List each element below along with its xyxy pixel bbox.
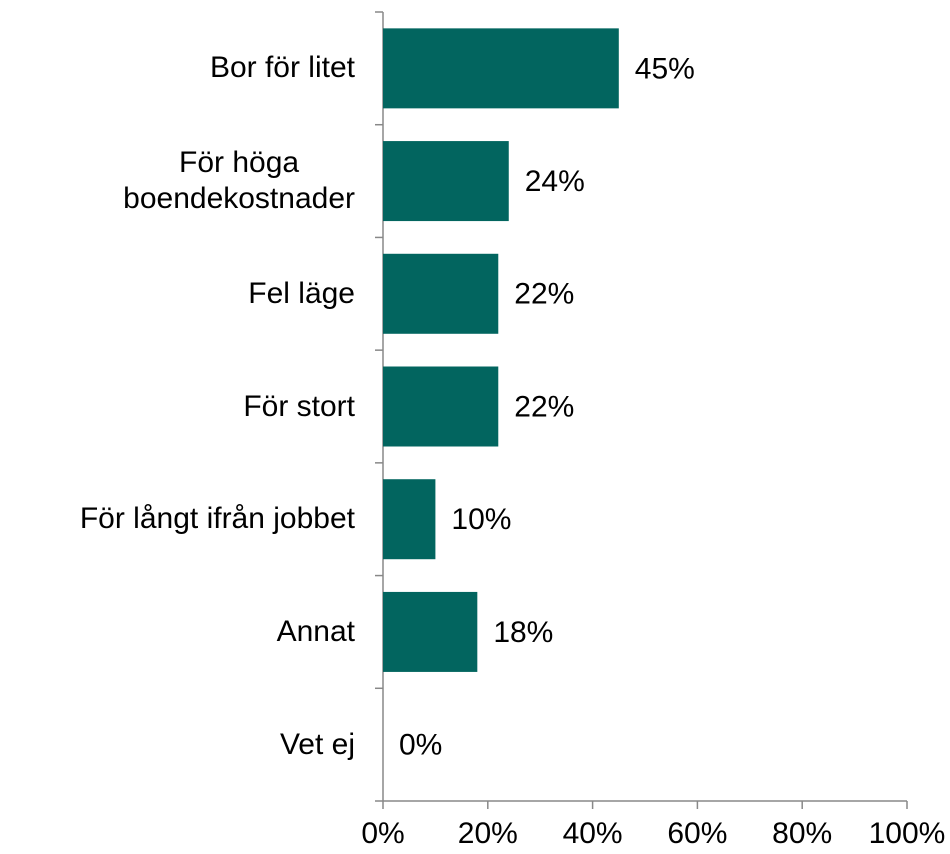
- category-label-box: Annat: [277, 582, 355, 682]
- y-tick-label: Annat: [276, 614, 355, 648]
- category-label-box: För stort: [243, 357, 355, 457]
- y-tick-label: Bor för litet: [209, 51, 355, 85]
- x-tick-label: 60%: [667, 817, 727, 850]
- bar: [383, 28, 619, 109]
- category-label-box: För höga boendekostnader: [123, 131, 355, 231]
- category-label-box: Vet ej: [280, 695, 355, 795]
- x-tick-label: 20%: [458, 817, 518, 850]
- category-label-box: Bor för litet: [210, 18, 355, 118]
- y-tick-label: Vet ej: [279, 727, 355, 761]
- value-label: 45%: [635, 52, 695, 85]
- bar: [383, 479, 436, 560]
- bar: [383, 253, 499, 334]
- category-label-box: För långt ifrån jobbet: [80, 469, 355, 569]
- value-label: 0%: [399, 729, 442, 762]
- bar: [383, 141, 509, 222]
- value-label: 10%: [451, 503, 511, 536]
- y-tick-label: Fel läge: [248, 276, 355, 310]
- value-label: 24%: [525, 165, 585, 198]
- y-tick-label: För stort: [243, 389, 355, 423]
- x-tick-label: 80%: [772, 817, 832, 850]
- bar: [383, 591, 478, 672]
- value-label: 18%: [493, 616, 553, 649]
- x-tick-label: 40%: [563, 817, 623, 850]
- value-label: 22%: [514, 278, 574, 311]
- x-tick-label: 0%: [361, 817, 404, 850]
- x-tick-label: 100%: [869, 817, 946, 850]
- value-label: 22%: [514, 390, 574, 423]
- y-tick-label: För höga boendekostnader: [123, 146, 355, 216]
- bar: [383, 366, 499, 447]
- category-label-box: Fel läge: [248, 244, 355, 344]
- y-tick-label: För långt ifrån jobbet: [79, 502, 355, 536]
